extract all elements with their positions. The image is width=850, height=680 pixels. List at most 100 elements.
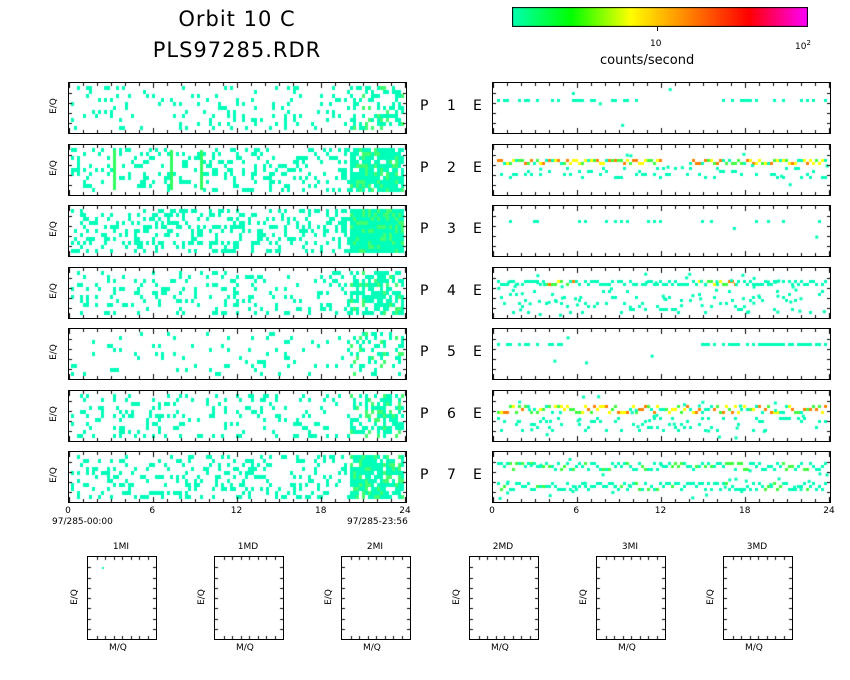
x-tick-label: 0 bbox=[489, 506, 495, 516]
page-title: Orbit 10 C bbox=[178, 7, 296, 31]
date-end: 97/285-23:56 bbox=[347, 517, 408, 527]
colorbar-tick-10: 10 bbox=[650, 39, 662, 49]
heatmap-canvas-e3 bbox=[493, 206, 830, 256]
heatmap-canvas-e4 bbox=[493, 268, 830, 318]
row-e-label: E bbox=[473, 221, 482, 237]
bottom-panel-canvas bbox=[597, 557, 665, 639]
row-p-label: P bbox=[420, 98, 429, 114]
heatmap-canvas-p5 bbox=[69, 329, 406, 379]
colorbar-tick-100-base: 10 bbox=[795, 42, 807, 52]
bottom-panel-title: 2MI bbox=[366, 542, 384, 552]
bottom-x-label: M/Q bbox=[745, 643, 763, 653]
heatmap-canvas-e7 bbox=[493, 452, 830, 502]
bottom-panel-title: 1MD bbox=[237, 542, 259, 552]
bottom-panel bbox=[596, 556, 666, 640]
bottom-panel bbox=[87, 556, 157, 640]
row-e-label: E bbox=[473, 283, 482, 299]
x-tick-label: 24 bbox=[399, 506, 411, 516]
bottom-panel-title: 2MD bbox=[492, 542, 514, 552]
bottom-panel-canvas bbox=[215, 557, 283, 639]
heatmap-panel-p6 bbox=[68, 390, 407, 442]
heatmap-panel-e6 bbox=[492, 390, 831, 442]
heatmap-panel-p5 bbox=[68, 328, 407, 380]
row-e-label: E bbox=[473, 406, 482, 422]
x-tick-label: 6 bbox=[573, 506, 580, 516]
y-axis-label: E/Q bbox=[48, 283, 59, 299]
heatmap-panel-e4 bbox=[492, 267, 831, 319]
heatmap-panel-p1 bbox=[68, 82, 407, 134]
row-p-label: P bbox=[420, 283, 429, 299]
heatmap-panel-e7 bbox=[492, 451, 831, 503]
y-axis-label: E/Q bbox=[48, 467, 59, 483]
row-p-label: P bbox=[420, 221, 429, 237]
bottom-panel bbox=[469, 556, 539, 640]
bottom-panel-canvas bbox=[342, 557, 410, 639]
heatmap-canvas-p6 bbox=[69, 391, 406, 441]
bottom-x-label: M/Q bbox=[109, 643, 127, 653]
colorbar-tick-mark bbox=[657, 27, 658, 31]
bottom-panel-title: 3MI bbox=[621, 542, 639, 552]
y-axis-label: E/Q bbox=[48, 98, 59, 114]
bottom-y-label: E/Q bbox=[323, 589, 334, 605]
heatmap-panel-p7 bbox=[68, 451, 407, 503]
y-axis-label: E/Q bbox=[48, 160, 59, 176]
x-tick-label: 0 bbox=[65, 506, 71, 516]
date-start: 97/285-00:00 bbox=[52, 517, 113, 527]
row-number: 5 bbox=[447, 344, 456, 360]
colorbar-tick-100: 102 bbox=[795, 39, 811, 52]
bottom-panel-title: 1MI bbox=[112, 542, 130, 552]
bottom-y-label: E/Q bbox=[69, 589, 80, 605]
bottom-y-label: E/Q bbox=[451, 589, 462, 605]
heatmap-canvas-p4 bbox=[69, 268, 406, 318]
row-p-label: P bbox=[420, 160, 429, 176]
heatmap-canvas-p2 bbox=[69, 145, 406, 195]
row-number: 3 bbox=[447, 221, 456, 237]
heatmap-canvas-e1 bbox=[493, 83, 830, 133]
x-tick-label: 18 bbox=[739, 506, 751, 516]
bottom-panel bbox=[214, 556, 284, 640]
y-axis-label: E/Q bbox=[48, 221, 59, 237]
bottom-panel-canvas bbox=[724, 557, 792, 639]
heatmap-canvas-e6 bbox=[493, 391, 830, 441]
row-p-label: P bbox=[420, 406, 429, 422]
row-e-label: E bbox=[473, 344, 482, 360]
heatmap-canvas-e2 bbox=[493, 145, 830, 195]
row-number: 6 bbox=[447, 406, 456, 422]
bottom-panel-canvas bbox=[470, 557, 538, 639]
heatmap-canvas-p3 bbox=[69, 206, 406, 256]
bottom-x-label: M/Q bbox=[363, 643, 381, 653]
heatmap-panel-e1 bbox=[492, 82, 831, 134]
row-number: 1 bbox=[447, 98, 456, 114]
colorbar bbox=[512, 7, 808, 27]
heatmap-canvas-p7 bbox=[69, 452, 406, 502]
row-e-label: E bbox=[473, 467, 482, 483]
bottom-y-label: E/Q bbox=[578, 589, 589, 605]
x-tick-label: 6 bbox=[149, 506, 156, 516]
x-tick-label: 18 bbox=[315, 506, 327, 516]
bottom-x-label: M/Q bbox=[491, 643, 509, 653]
heatmap-canvas-p1 bbox=[69, 83, 406, 133]
colorbar-label: counts/second bbox=[600, 53, 695, 68]
row-number: 7 bbox=[447, 467, 456, 483]
row-e-label: E bbox=[473, 160, 482, 176]
row-number: 4 bbox=[447, 283, 456, 299]
bottom-panel-canvas bbox=[88, 557, 156, 639]
y-axis-label: E/Q bbox=[48, 344, 59, 360]
colorbar-tick-100-exp: 2 bbox=[806, 39, 811, 47]
bottom-y-label: E/Q bbox=[705, 589, 716, 605]
row-p-label: P bbox=[420, 344, 429, 360]
x-tick-label: 12 bbox=[654, 506, 667, 516]
heatmap-panel-p4 bbox=[68, 267, 407, 319]
bottom-panel bbox=[723, 556, 793, 640]
row-p-label: P bbox=[420, 467, 429, 483]
bottom-x-label: M/Q bbox=[618, 643, 636, 653]
row-number: 2 bbox=[447, 160, 456, 176]
heatmap-panel-p2 bbox=[68, 144, 407, 196]
bottom-panel-title: 3MD bbox=[746, 542, 768, 552]
x-tick-label: 12 bbox=[230, 506, 243, 516]
heatmap-panel-e5 bbox=[492, 328, 831, 380]
heatmap-panel-e2 bbox=[492, 144, 831, 196]
bottom-panel bbox=[341, 556, 411, 640]
heatmap-canvas-e5 bbox=[493, 329, 830, 379]
x-tick-label: 24 bbox=[823, 506, 835, 516]
